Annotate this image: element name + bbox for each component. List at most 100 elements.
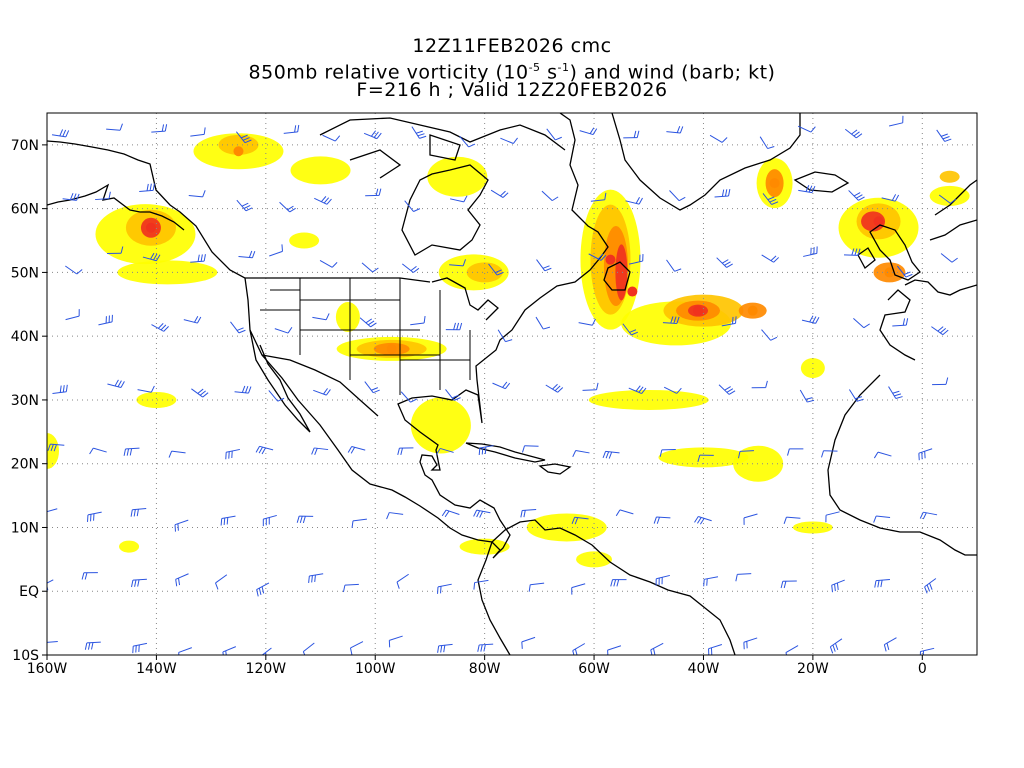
barb-staff (721, 322, 736, 327)
barb-staff (546, 128, 556, 141)
barb-flag (287, 205, 294, 211)
barb-flag (676, 387, 682, 394)
vorticity-maximum (145, 222, 156, 233)
wind-barb (47, 640, 58, 643)
wind-barb (396, 573, 409, 589)
wind-barb (347, 445, 366, 454)
barb-staff (476, 509, 491, 514)
wind-barbs (47, 115, 958, 655)
lat-lon-grid (46, 113, 977, 656)
barb-staff (761, 329, 771, 341)
barb-flag (937, 326, 944, 332)
barb-staff (139, 189, 154, 192)
barb-staff (490, 189, 504, 198)
wind-barb (62, 192, 80, 201)
wind-barb (497, 329, 513, 343)
barb-flag (59, 385, 62, 393)
barb-flag (365, 318, 373, 324)
wind-barb (666, 125, 684, 134)
barb-flag (396, 581, 400, 589)
barb-flag (512, 137, 518, 144)
barb-staff (656, 516, 671, 519)
barb-staff (269, 250, 283, 257)
barb-staff (881, 197, 896, 202)
wind-barb (283, 124, 300, 134)
barb-staff (174, 519, 189, 526)
barb-flag (676, 316, 680, 324)
vorticity-maximum (873, 216, 884, 227)
barb-flag (598, 253, 604, 260)
barb-flag (314, 448, 318, 455)
barb-flag (551, 196, 559, 202)
barb-flag (441, 509, 447, 517)
barb-staff (479, 643, 494, 646)
wind-barb (311, 447, 329, 455)
barb-flag (857, 248, 861, 256)
x-tick-label: 120W (246, 661, 287, 677)
barb-flag (287, 326, 293, 334)
barb-flag (735, 574, 738, 582)
barb-flag (724, 189, 728, 197)
barb-staff (575, 449, 590, 454)
barb-flag (706, 578, 708, 586)
barb-flag (602, 451, 607, 459)
wind-barb (694, 516, 712, 525)
barb-staff (396, 573, 409, 583)
barb-flag (299, 515, 303, 523)
barb-flag (905, 273, 913, 278)
wind-barb (762, 193, 779, 205)
great-lakes (431, 277, 499, 321)
barb-flag (832, 644, 836, 652)
wind-barb (365, 188, 382, 197)
barb-flag (443, 645, 446, 653)
wind-barb (175, 573, 189, 587)
wind-barb (571, 516, 589, 525)
barb-flag (89, 447, 94, 455)
barb-flag (945, 377, 949, 385)
barb-staff (931, 326, 944, 336)
wind-barb (936, 129, 952, 142)
barb-staff (259, 445, 274, 451)
wind-barb (892, 318, 909, 327)
wind-barb (662, 316, 680, 324)
barb-flag (223, 517, 226, 526)
barb-flag (203, 254, 206, 262)
title-line-1: 12Z11FEB2026 cmc (412, 35, 612, 57)
barb-staff (302, 642, 315, 653)
barb-flag (255, 446, 260, 453)
barb-staff (234, 391, 249, 394)
wind-barb (65, 309, 80, 321)
wind-barb (51, 129, 70, 138)
barb-staff (759, 136, 769, 149)
barb-flag (810, 126, 816, 133)
barb-flag (314, 574, 316, 583)
barb-flag (152, 183, 155, 191)
barb-flag (610, 579, 614, 587)
barb-staff (364, 381, 374, 393)
barb-staff (47, 508, 58, 513)
coastline-africa (827, 374, 977, 556)
barb-flag (150, 252, 155, 260)
barb-flag (767, 196, 775, 201)
barb-flag (351, 520, 354, 528)
barb-flag (659, 449, 663, 457)
wind-barb (521, 445, 539, 453)
x-tick-label: 160W (27, 661, 68, 677)
barb-flag (245, 207, 253, 212)
wind-barb (572, 449, 590, 458)
barb-staff (877, 451, 892, 457)
barb-flag (53, 444, 57, 452)
barb-flag (589, 127, 595, 134)
wind-barb (107, 246, 124, 254)
coastline-south-america (477, 519, 736, 655)
barb-flag (924, 586, 928, 594)
wind-barb (400, 391, 417, 403)
wind-barb (761, 329, 778, 341)
wind-barb (478, 445, 494, 456)
barb-flag (156, 254, 161, 262)
barb-staff (440, 447, 454, 453)
barb-flag (770, 336, 778, 341)
barb-flag (453, 397, 461, 401)
barb-flag (591, 318, 596, 326)
